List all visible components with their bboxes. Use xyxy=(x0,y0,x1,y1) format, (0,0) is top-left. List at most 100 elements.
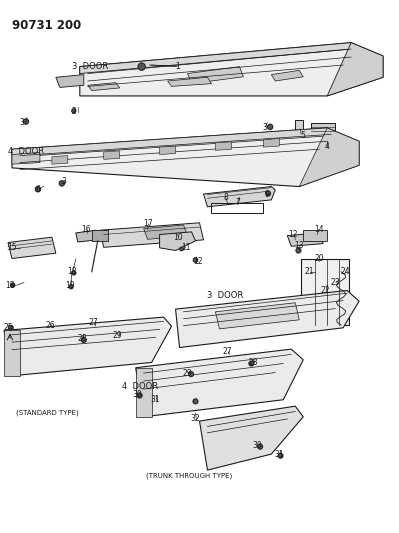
Text: 29: 29 xyxy=(183,369,192,377)
Text: 24: 24 xyxy=(340,268,350,276)
Text: 28: 28 xyxy=(77,334,87,343)
Text: 7: 7 xyxy=(235,198,240,207)
Circle shape xyxy=(35,187,41,192)
Polygon shape xyxy=(52,156,68,164)
Polygon shape xyxy=(80,43,351,74)
Text: 4: 4 xyxy=(325,142,330,151)
Text: 20: 20 xyxy=(314,254,324,263)
Text: 11: 11 xyxy=(181,244,190,252)
Text: 15: 15 xyxy=(7,244,17,252)
Polygon shape xyxy=(136,349,303,417)
Text: 6: 6 xyxy=(36,185,40,193)
Text: 1: 1 xyxy=(175,62,180,71)
Polygon shape xyxy=(92,230,108,241)
Polygon shape xyxy=(144,225,188,239)
Polygon shape xyxy=(4,330,20,376)
Text: 3: 3 xyxy=(20,118,24,127)
Polygon shape xyxy=(12,128,327,157)
Circle shape xyxy=(267,124,273,130)
Polygon shape xyxy=(271,70,303,81)
Text: 3  DOOR: 3 DOOR xyxy=(207,292,244,300)
Circle shape xyxy=(193,399,198,403)
Polygon shape xyxy=(76,230,98,242)
Circle shape xyxy=(11,283,15,287)
Text: 18: 18 xyxy=(5,281,15,289)
Text: (STANDARD TYPE): (STANDARD TYPE) xyxy=(16,410,79,416)
Polygon shape xyxy=(104,151,120,159)
Polygon shape xyxy=(301,259,349,325)
Polygon shape xyxy=(12,128,359,187)
Polygon shape xyxy=(160,146,176,155)
Circle shape xyxy=(137,393,142,398)
Polygon shape xyxy=(327,43,383,96)
Circle shape xyxy=(258,445,263,449)
Text: 32: 32 xyxy=(191,414,200,423)
Text: 23: 23 xyxy=(330,278,340,287)
Polygon shape xyxy=(295,120,303,136)
Polygon shape xyxy=(4,317,172,376)
Text: 13: 13 xyxy=(294,241,304,249)
Text: 22: 22 xyxy=(320,286,330,295)
Polygon shape xyxy=(287,233,323,246)
Text: 29: 29 xyxy=(113,332,122,340)
Text: 25: 25 xyxy=(3,324,13,332)
Text: 3  DOOR: 3 DOOR xyxy=(72,62,108,71)
Text: 12: 12 xyxy=(193,257,202,265)
Text: 30: 30 xyxy=(253,441,262,449)
Text: 3: 3 xyxy=(263,124,268,132)
Circle shape xyxy=(193,258,198,262)
Text: 28: 28 xyxy=(249,358,258,367)
Text: 8: 8 xyxy=(223,193,228,201)
Text: 16: 16 xyxy=(81,225,91,233)
Text: 30: 30 xyxy=(133,390,142,399)
Text: 31: 31 xyxy=(275,450,284,458)
Circle shape xyxy=(266,191,271,196)
Polygon shape xyxy=(299,128,359,187)
Circle shape xyxy=(138,63,145,70)
Polygon shape xyxy=(215,303,299,329)
Text: (TRUNK THROUGH TYPE): (TRUNK THROUGH TYPE) xyxy=(146,472,232,479)
Circle shape xyxy=(278,454,283,458)
Text: 90731 200: 90731 200 xyxy=(12,19,81,31)
Circle shape xyxy=(69,285,73,289)
Polygon shape xyxy=(263,139,279,147)
Polygon shape xyxy=(303,230,327,241)
Text: 27: 27 xyxy=(223,348,232,356)
Polygon shape xyxy=(8,237,56,259)
Text: 9: 9 xyxy=(265,190,270,199)
Polygon shape xyxy=(56,75,84,87)
Circle shape xyxy=(81,338,86,342)
Text: 26: 26 xyxy=(45,321,55,329)
Text: 31: 31 xyxy=(151,395,160,404)
Polygon shape xyxy=(80,43,383,96)
Text: 14: 14 xyxy=(314,225,324,233)
Text: 2: 2 xyxy=(71,108,76,116)
Circle shape xyxy=(8,326,13,330)
Circle shape xyxy=(296,248,301,253)
Polygon shape xyxy=(188,67,243,84)
Polygon shape xyxy=(311,123,335,152)
Polygon shape xyxy=(200,406,303,470)
Polygon shape xyxy=(160,232,196,251)
Circle shape xyxy=(180,247,184,251)
Circle shape xyxy=(249,361,254,366)
Text: 27: 27 xyxy=(89,318,99,327)
Polygon shape xyxy=(88,83,120,91)
Polygon shape xyxy=(12,152,40,164)
Text: 21: 21 xyxy=(304,268,314,276)
Circle shape xyxy=(72,271,76,275)
Text: 4  DOOR: 4 DOOR xyxy=(122,382,158,391)
Polygon shape xyxy=(168,77,211,86)
Polygon shape xyxy=(176,290,359,348)
Polygon shape xyxy=(203,187,275,207)
Circle shape xyxy=(189,372,194,376)
Text: 17: 17 xyxy=(143,220,152,228)
Text: 12: 12 xyxy=(288,230,298,239)
Text: 10: 10 xyxy=(173,233,182,241)
Circle shape xyxy=(59,181,65,186)
Text: 18: 18 xyxy=(67,268,77,276)
Polygon shape xyxy=(215,142,231,150)
Text: 19: 19 xyxy=(65,281,75,289)
Text: 4  DOOR: 4 DOOR xyxy=(8,148,44,156)
Circle shape xyxy=(72,109,76,113)
